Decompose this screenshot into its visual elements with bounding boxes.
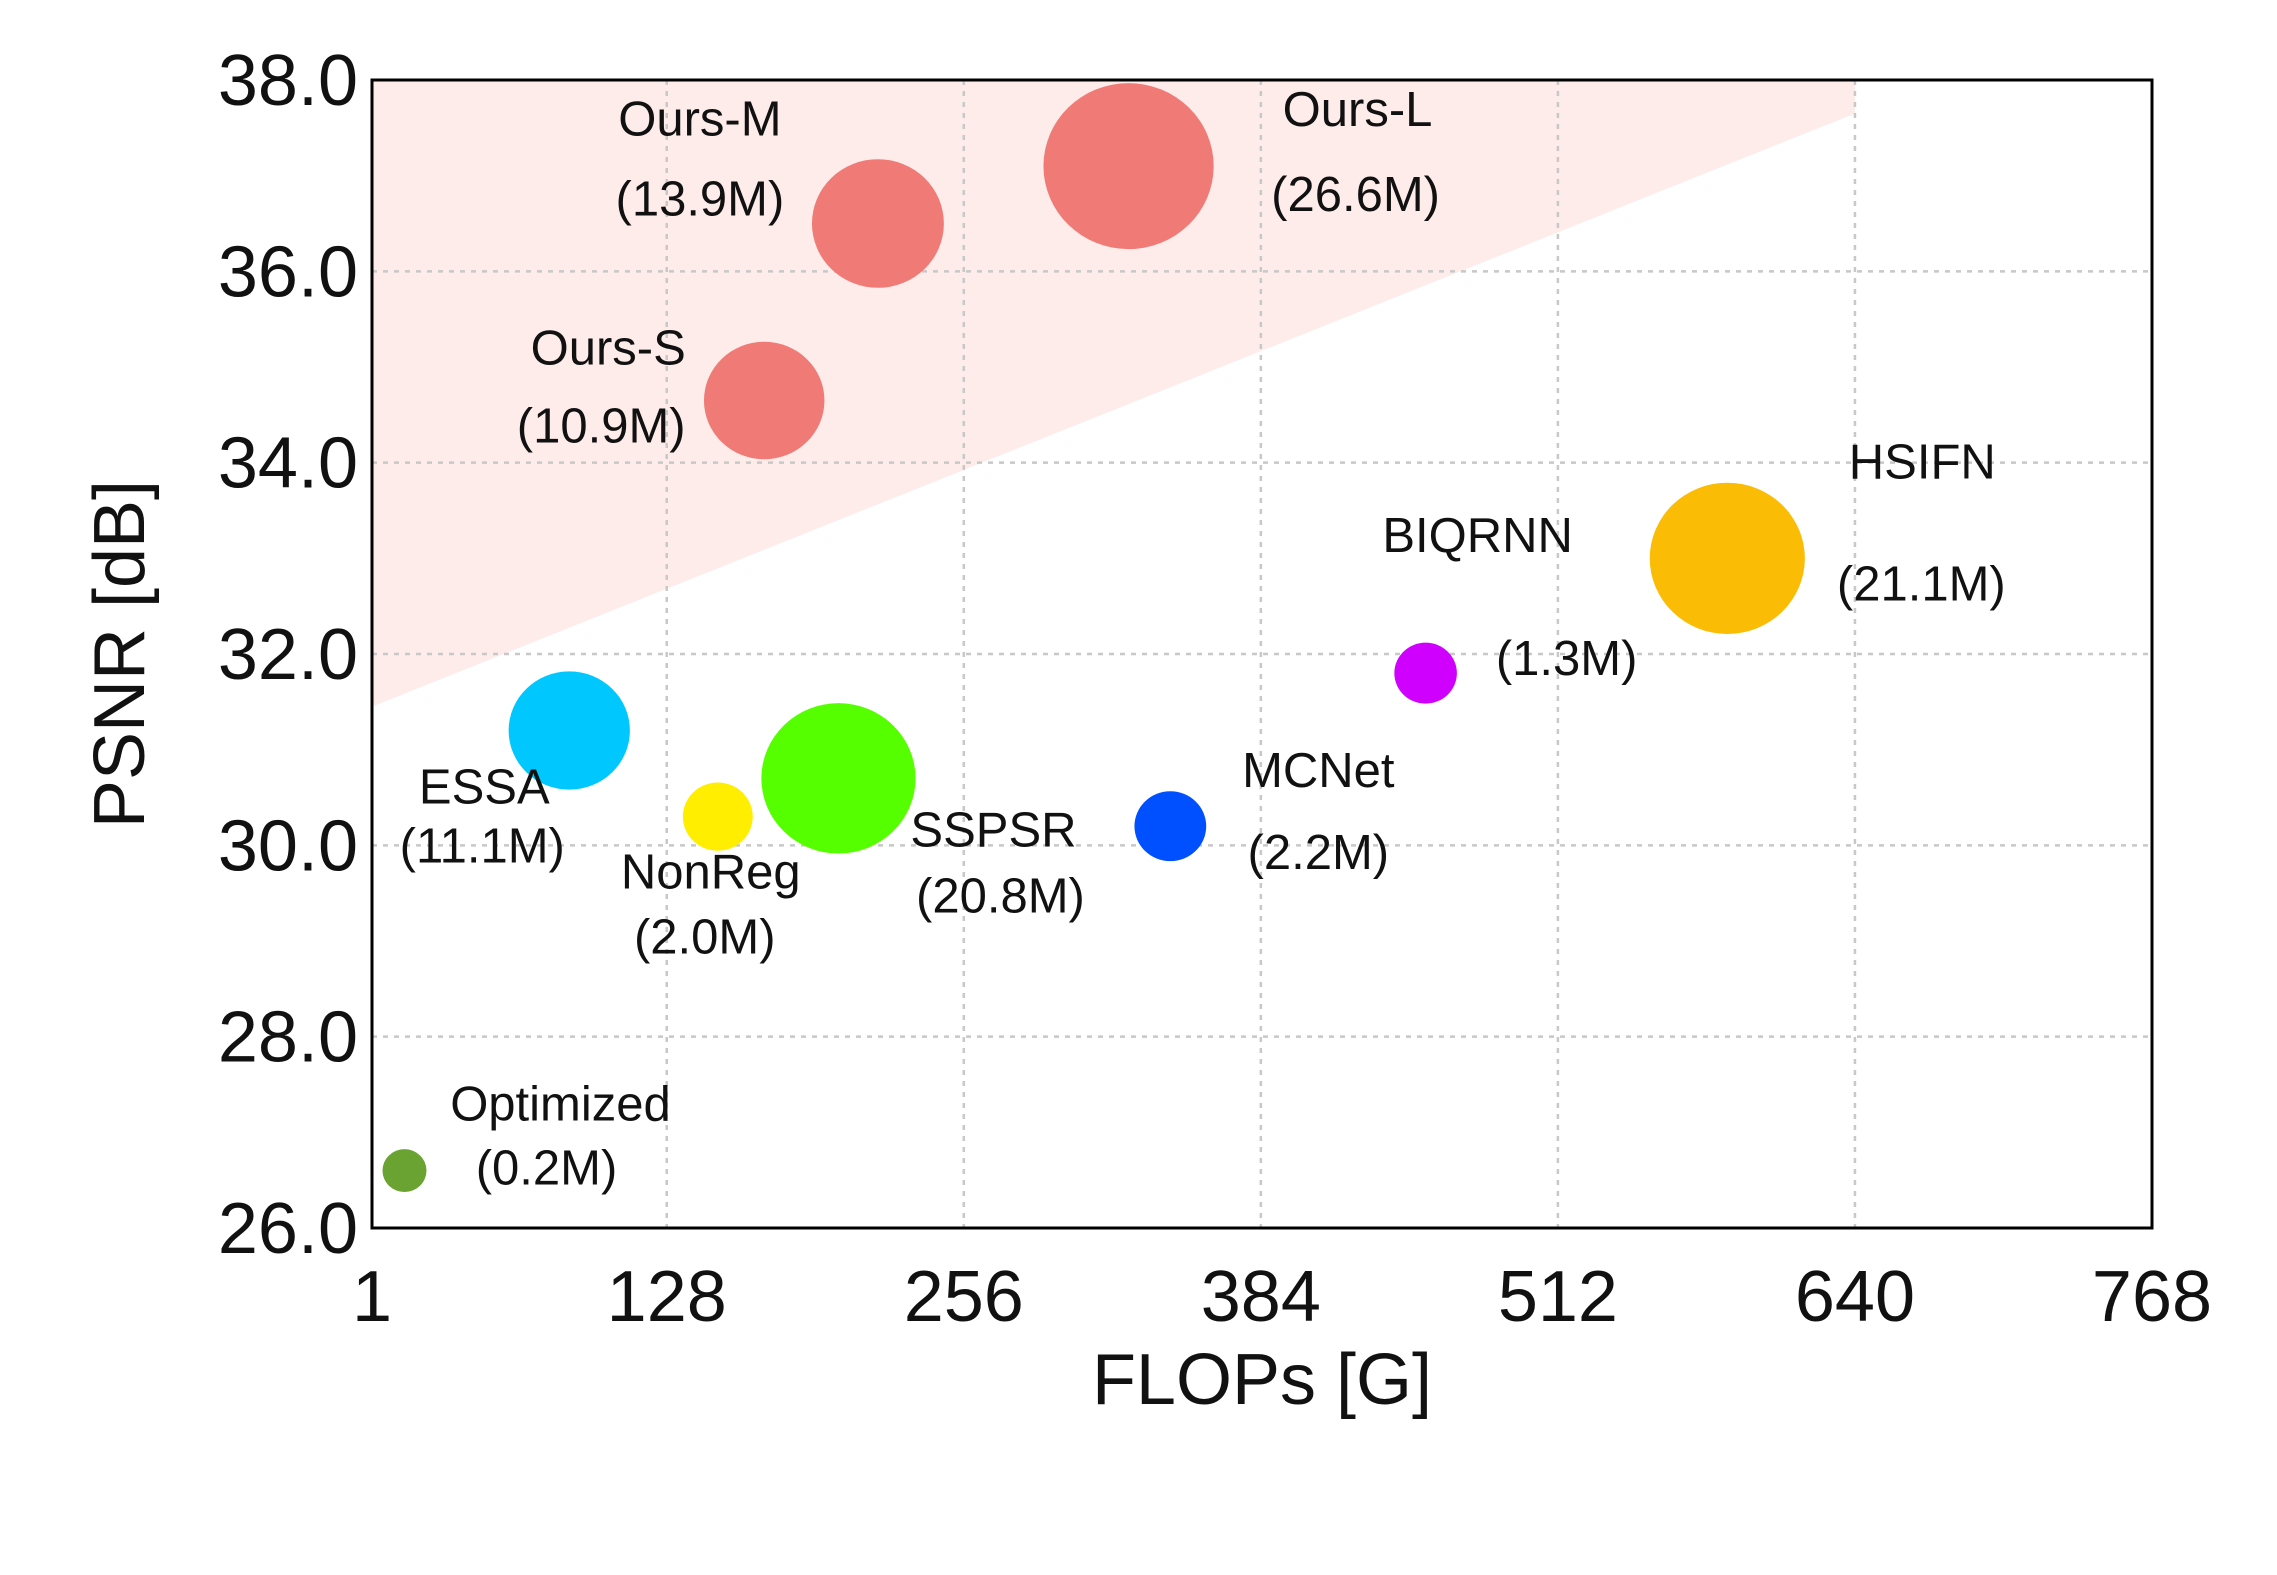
bubble-hsifn bbox=[1649, 482, 1805, 634]
y-tick-label: 36.0 bbox=[218, 232, 358, 312]
point-params-label: (20.8M) bbox=[916, 869, 1085, 923]
point-labels-layer: Ours-M (13.9M) Ours-L (26.6M) Ours-S (10.9M) H… bbox=[400, 83, 2006, 1196]
bubble-optimized bbox=[382, 1149, 427, 1193]
point-params-label: (10.9M) bbox=[517, 399, 686, 453]
point-params-label: (2.0M) bbox=[634, 911, 776, 965]
point-name-label: SSPSR bbox=[910, 803, 1076, 857]
point-params-label: (26.6M) bbox=[1271, 168, 1440, 222]
point-name-label: HSIFN bbox=[1849, 435, 1996, 489]
x-axis-label: FLOPs [G] bbox=[1092, 1340, 1432, 1420]
y-tick-label: 30.0 bbox=[218, 806, 358, 886]
point-name-label: ESSA bbox=[419, 761, 550, 815]
ticks-layer: 1 128 256 384 512 640 768 26.0 28.0 30.0 32.0 34.0 3… bbox=[218, 41, 2212, 1337]
point-name-label: Ours-M bbox=[618, 93, 781, 147]
bubble-sspsr bbox=[761, 703, 916, 854]
y-tick-label: 32.0 bbox=[218, 615, 358, 695]
x-tick-label: 384 bbox=[1201, 1257, 1321, 1337]
x-tick-label: 128 bbox=[607, 1257, 727, 1337]
bubble-nonreg bbox=[682, 782, 753, 851]
x-tick-label: 768 bbox=[2092, 1257, 2212, 1337]
bubble-ours-l bbox=[1043, 83, 1214, 250]
bubble-mcnet bbox=[1134, 791, 1207, 862]
y-tick-label: 38.0 bbox=[218, 41, 358, 121]
point-name-label: BIQRNN bbox=[1382, 509, 1573, 563]
point-name-label: Ours-S bbox=[531, 321, 686, 375]
bubble-essa bbox=[508, 671, 630, 790]
point-name-label: MCNet bbox=[1242, 744, 1395, 798]
plot-frame bbox=[370, 78, 2154, 1230]
point-params-label: (0.2M) bbox=[476, 1142, 618, 1196]
x-tick-label: 256 bbox=[904, 1257, 1024, 1337]
x-tick-label: 512 bbox=[1498, 1257, 1618, 1337]
point-params-label: (13.9M) bbox=[616, 173, 785, 227]
point-params-label: (11.1M) bbox=[400, 820, 565, 874]
x-tick-label: 640 bbox=[1795, 1257, 1915, 1337]
y-tick-label: 28.0 bbox=[218, 998, 358, 1078]
bubble-ours-m bbox=[811, 159, 944, 288]
point-params-label: (2.2M) bbox=[1248, 826, 1390, 880]
y-tick-label: 34.0 bbox=[218, 424, 358, 504]
point-name-label: NonReg bbox=[621, 846, 801, 900]
y-tick-label: 26.0 bbox=[218, 1189, 358, 1269]
x-tick-label: 1 bbox=[352, 1257, 392, 1337]
shaded-region-layer bbox=[372, 80, 1855, 707]
points-layer bbox=[382, 83, 1805, 1193]
point-name-label: Ours-L bbox=[1283, 83, 1433, 137]
point-name-label: Optimized bbox=[450, 1078, 671, 1132]
bubble-ours-s bbox=[703, 341, 825, 460]
point-params-label: (1.3M) bbox=[1496, 632, 1638, 686]
shaded-region bbox=[372, 80, 1855, 707]
grid-layer bbox=[372, 80, 2152, 1228]
point-params-label: (21.1M) bbox=[1837, 557, 2006, 611]
bubble-biqrnn bbox=[1394, 642, 1457, 704]
y-axis-label: PSNR [dB] bbox=[80, 480, 160, 828]
